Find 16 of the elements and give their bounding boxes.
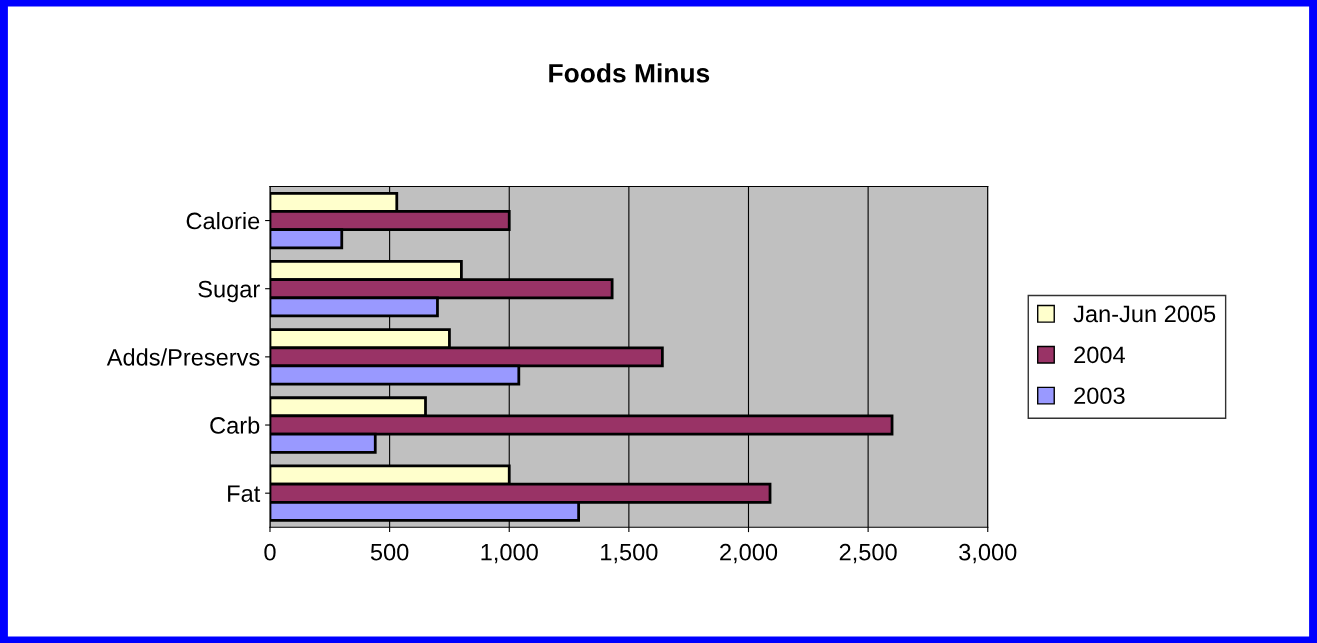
y-tick-label: Calorie bbox=[186, 211, 260, 230]
x-tick-label: 500 bbox=[370, 543, 409, 561]
x-tick-label: 0 bbox=[264, 543, 276, 561]
y-tick-label: Fat bbox=[228, 485, 261, 502]
x-tick-label: 1,500 bbox=[601, 543, 658, 564]
legend-label: 2004 bbox=[1074, 346, 1125, 364]
chart-title: Foods Minus bbox=[549, 63, 710, 83]
x-tick-label: 1,000 bbox=[481, 543, 538, 564]
y-tick-label: Adds/Preservs bbox=[106, 348, 260, 366]
y-tick-label: Carb bbox=[210, 416, 260, 434]
legend-label: 2003 bbox=[1074, 387, 1125, 405]
x-tick-label: 2,500 bbox=[839, 543, 897, 564]
x-tick-label: 3,000 bbox=[959, 543, 1017, 564]
y-tick-label: Sugar bbox=[198, 280, 260, 303]
x-tick-label: 2,000 bbox=[720, 543, 778, 564]
legend-label: Jan-Jun 2005 bbox=[1073, 305, 1216, 323]
